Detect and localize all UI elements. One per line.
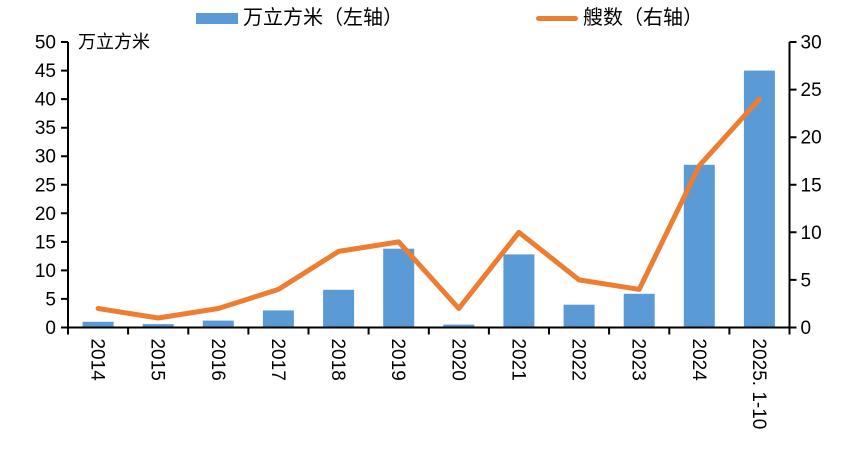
legend-label-vessels: 艘数（右轴） (583, 7, 703, 29)
x-axis-tick-label: 2014 (87, 339, 108, 382)
right-axis-tick-label: 5 (801, 270, 812, 291)
x-axis-tick-label: 2016 (207, 339, 228, 381)
bar-2016 (202, 320, 234, 328)
bar-2021 (503, 254, 535, 328)
left-axis-tick-label: 25 (35, 175, 56, 196)
x-axis-tick-label: 2015 (147, 339, 168, 381)
right-axis-tick-label: 30 (801, 33, 822, 54)
right-axis-tick-label: 0 (801, 318, 812, 339)
left-axis-tick-label: 35 (35, 118, 56, 139)
left-axis-tick-label: 30 (35, 147, 56, 168)
bar-2023 (623, 293, 655, 328)
bar-2014 (82, 321, 114, 328)
bar-2015 (142, 324, 174, 328)
x-axis-tick-label: 2021 (507, 339, 528, 381)
legend-item-vessels: 艘数（右轴） (536, 5, 703, 31)
line-series-swatch (536, 15, 578, 21)
right-axis-tick-label: 10 (801, 223, 822, 244)
left-axis-tick-label: 40 (35, 90, 56, 111)
left-axis-tick-label: 5 (45, 289, 56, 310)
bar-2018 (323, 289, 355, 328)
left-axis-tick-label: 15 (35, 232, 56, 253)
bar-2019 (383, 248, 415, 328)
x-axis-tick-label: 2017 (267, 339, 288, 381)
left-axis-tick-label: 10 (35, 261, 56, 282)
bar-2022 (563, 304, 595, 328)
vessel-count-line (95, 96, 762, 321)
x-axis-tick-label: 2019 (387, 339, 408, 381)
left-axis-tick-label: 50 (35, 33, 56, 54)
legend-item-volume: 万立方米（左轴） (196, 5, 403, 31)
x-axis-tick-label: 2020 (447, 339, 468, 381)
x-axis-tick-label: 2025. 1-10 (748, 339, 769, 430)
left-axis-title: 万立方米 (78, 32, 150, 52)
axes-lines (67, 42, 791, 329)
bar-series-swatch (196, 12, 238, 24)
right-axis-tick-label: 15 (801, 175, 822, 196)
right-axis-tick-label: 25 (801, 80, 822, 101)
x-axis-tick-label: 2022 (568, 339, 589, 381)
legend-label-volume: 万立方米（左轴） (243, 7, 403, 29)
bar-2017 (262, 310, 294, 328)
left-axis-tick-label: 45 (35, 61, 56, 82)
bar-2020 (443, 324, 475, 328)
tick-marks (61, 41, 797, 335)
left-axis-tick-label: 20 (35, 204, 56, 225)
x-axis-tick-label: 2018 (327, 339, 348, 381)
right-axis-tick-label: 20 (801, 128, 822, 149)
x-axis-tick-label: 2023 (628, 339, 649, 381)
left-axis-tick-label: 0 (45, 318, 56, 339)
x-axis-tick-label: 2024 (688, 339, 709, 382)
